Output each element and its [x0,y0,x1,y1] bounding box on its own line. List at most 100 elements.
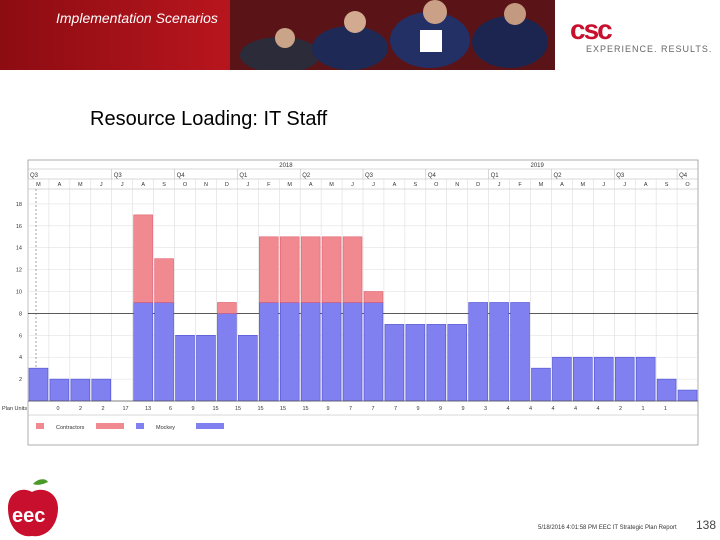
month-label: A [309,182,313,188]
bar-mockey [656,378,677,402]
month-label: S [665,182,669,188]
quarter-label: Q4 [428,173,437,179]
plan-unit-value: 17 [122,406,128,412]
bar-contractors [154,258,174,303]
bar-mockey [49,378,70,402]
plan-unit-value: 1 [664,406,667,412]
footer-note: 5/18/2016 4:01:58 PM EEC IT Strategic Pl… [538,525,677,531]
bar-mockey [28,367,49,402]
month-label: O [685,182,690,188]
plan-unit-value: 15 [257,406,263,412]
quarter-label: Q4 [679,173,688,179]
bar-mockey [342,302,363,402]
plan-unit-value: 15 [280,406,286,412]
quarter-label: Q3 [365,173,374,179]
month-label: A [560,182,564,188]
bar-mockey [91,378,112,402]
month-label: F [267,182,271,188]
plan-unit-value: 7 [349,406,352,412]
csc-logo-mark: csc [570,14,613,45]
eec-logo-text: eec [12,505,45,527]
y-tick-label: 10 [16,290,22,296]
header-band: Implementation Scenarios [0,0,555,70]
plan-row-label: Plan Units [2,406,27,412]
bar-mockey [363,302,384,402]
quarter-label: Q3 [30,173,39,179]
month-label: N [204,182,208,188]
bar-mockey [133,302,153,402]
y-tick-label: 18 [16,202,22,208]
bar-mockey [552,356,572,402]
bar-mockey [70,378,91,402]
month-label: D [225,182,229,188]
plan-unit-value: 9 [191,406,194,412]
plan-unit-value: 15 [235,406,241,412]
bar-mockey [217,313,237,402]
month-label: M [78,182,83,188]
y-tick-label: 4 [19,355,22,361]
bar-mockey [447,324,467,402]
legend-label: Contractors [56,425,85,431]
apple-icon [8,489,58,537]
plan-unit-value: 7 [371,406,374,412]
month-label: J [351,182,354,188]
header-title: Implementation Scenarios [56,10,218,26]
bar-contractors [217,302,237,314]
cyclists-photo [230,0,555,70]
month-label: M [36,182,41,188]
quarter-label: Q4 [177,173,186,179]
month-label: O [183,182,188,188]
month-label: M [287,182,292,188]
bar-mockey [405,324,426,402]
plan-unit-value: 0 [56,406,59,412]
month-label: J [372,182,375,188]
year-label: 2018 [279,163,293,169]
bar-mockey [594,356,614,402]
quarter-label: Q1 [491,173,500,179]
legend-swatch [36,423,44,429]
month-label: S [414,182,418,188]
bar-mockey [573,356,593,402]
month-label: A [644,182,648,188]
y-tick-label: 16 [16,224,22,230]
month-label: A [58,182,62,188]
plan-unit-value: 15 [302,406,308,412]
plan-unit-value: 4 [574,406,577,412]
month-label: J [498,182,501,188]
slide-title: Resource Loading: IT Staff [90,108,328,130]
bar-mockey [531,367,551,402]
bar-contractors [300,236,321,303]
plan-unit-value: 4 [551,406,554,412]
legend-bar [196,423,224,429]
apple-leaf-icon [33,479,48,485]
bar-mockey [489,302,509,402]
bar-mockey [279,302,300,402]
month-label: J [246,182,249,188]
quarter-label: Q3 [616,173,625,179]
bar-mockey [677,389,698,402]
csc-logo: csc EXPERIENCE. RESULTS. [556,0,720,70]
plan-unit-value: 4 [596,406,599,412]
bar-contractors [259,236,279,303]
y-tick-label: 2 [19,377,22,383]
bar-mockey [154,302,174,402]
y-tick-label: 14 [16,246,22,252]
legend-label: Mockey [156,425,175,431]
y-tick-label: 6 [19,333,22,339]
month-label: O [434,182,439,188]
bar-mockey [426,324,447,402]
legend-bar [96,423,124,429]
plan-unit-value: 4 [506,406,509,412]
month-label: J [121,182,124,188]
month-label: M [539,182,544,188]
quarter-label: Q2 [302,173,311,179]
plan-unit-value: 9 [461,406,464,412]
bar-mockey [321,302,342,402]
month-label: F [518,182,522,188]
plan-unit-value: 9 [439,406,442,412]
bar-mockey [468,302,488,402]
bar-contractors [342,236,363,303]
bar-contractors [363,291,384,303]
month-label: A [393,182,397,188]
